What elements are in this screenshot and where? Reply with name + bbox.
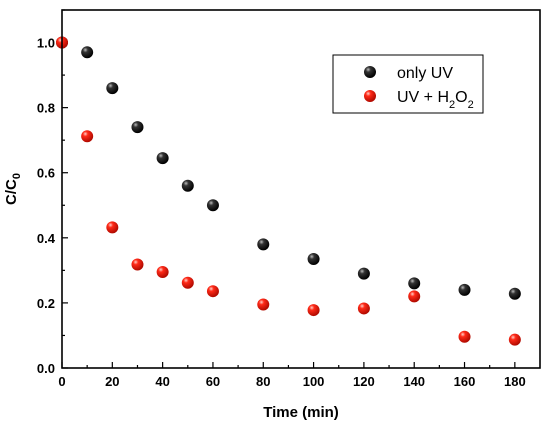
- y-tick-label: 0.2: [37, 296, 55, 311]
- legend-label: only UV: [397, 65, 453, 82]
- legend-box: [332, 54, 484, 114]
- legend-label: UV + H2O2: [397, 89, 474, 111]
- x-tick-label: 160: [454, 374, 476, 389]
- data-point-only-uv: [181, 179, 194, 192]
- data-point-only-uv: [508, 287, 521, 300]
- data-point-uv-h2o2: [181, 276, 194, 289]
- data-point-only-uv: [81, 46, 94, 59]
- y-tick-label: 0.0: [37, 361, 55, 376]
- data-point-uv-h2o2: [408, 290, 421, 303]
- legend-marker: [364, 66, 376, 78]
- data-point-uv-h2o2: [106, 221, 119, 234]
- legend-marker: [364, 90, 376, 102]
- data-point-uv-h2o2: [508, 333, 521, 346]
- data-point-only-uv: [257, 238, 270, 251]
- data-point-uv-h2o2: [307, 304, 320, 317]
- x-tick-label: 20: [105, 374, 119, 389]
- y-tick-label: 0.8: [37, 101, 55, 116]
- y-axis-title-main: C/C: [3, 179, 20, 205]
- data-point-only-uv: [106, 82, 119, 95]
- x-tick-label: 40: [155, 374, 169, 389]
- data-point-only-uv: [408, 277, 421, 290]
- x-tick-label: 60: [206, 374, 220, 389]
- data-point-uv-h2o2: [357, 302, 370, 315]
- data-point-uv-h2o2: [206, 285, 219, 298]
- x-axis-title: Time (min): [263, 404, 339, 421]
- data-point-only-uv: [357, 267, 370, 280]
- y-tick-label: 1.0: [37, 36, 55, 51]
- data-point-only-uv: [206, 199, 219, 212]
- x-tick-label: 80: [256, 374, 270, 389]
- data-point-only-uv: [131, 121, 144, 134]
- x-tick-label: 0: [58, 374, 65, 389]
- data-point-only-uv: [307, 252, 320, 265]
- data-point-uv-h2o2: [131, 258, 144, 271]
- data-point-only-uv: [458, 283, 471, 296]
- data-point-uv-h2o2: [458, 330, 471, 343]
- data-points: [56, 36, 521, 346]
- legend: only UV UV + H2O2: [332, 54, 484, 114]
- y-axis-title: C/C0: [3, 173, 23, 205]
- x-tick-label: 180: [504, 374, 526, 389]
- y-tick-label: 0.6: [37, 166, 55, 181]
- x-tick-label: 140: [403, 374, 425, 389]
- data-point-uv-h2o2: [81, 130, 94, 143]
- y-tick-label: 0.4: [37, 231, 56, 246]
- x-tick-label: 100: [303, 374, 325, 389]
- x-tick-label: 120: [353, 374, 375, 389]
- plot-frame: [61, 9, 541, 369]
- data-point-uv-h2o2: [156, 265, 169, 278]
- axis-ticks: 0 20 40 60 80 100 120 140 160 180 0.0 0.2 0.4 0.6 0.8 1…: [37, 9, 526, 389]
- data-point-only-uv: [156, 152, 169, 165]
- y-axis-title-sub: 0: [11, 173, 23, 179]
- data-point-uv-h2o2: [257, 298, 270, 311]
